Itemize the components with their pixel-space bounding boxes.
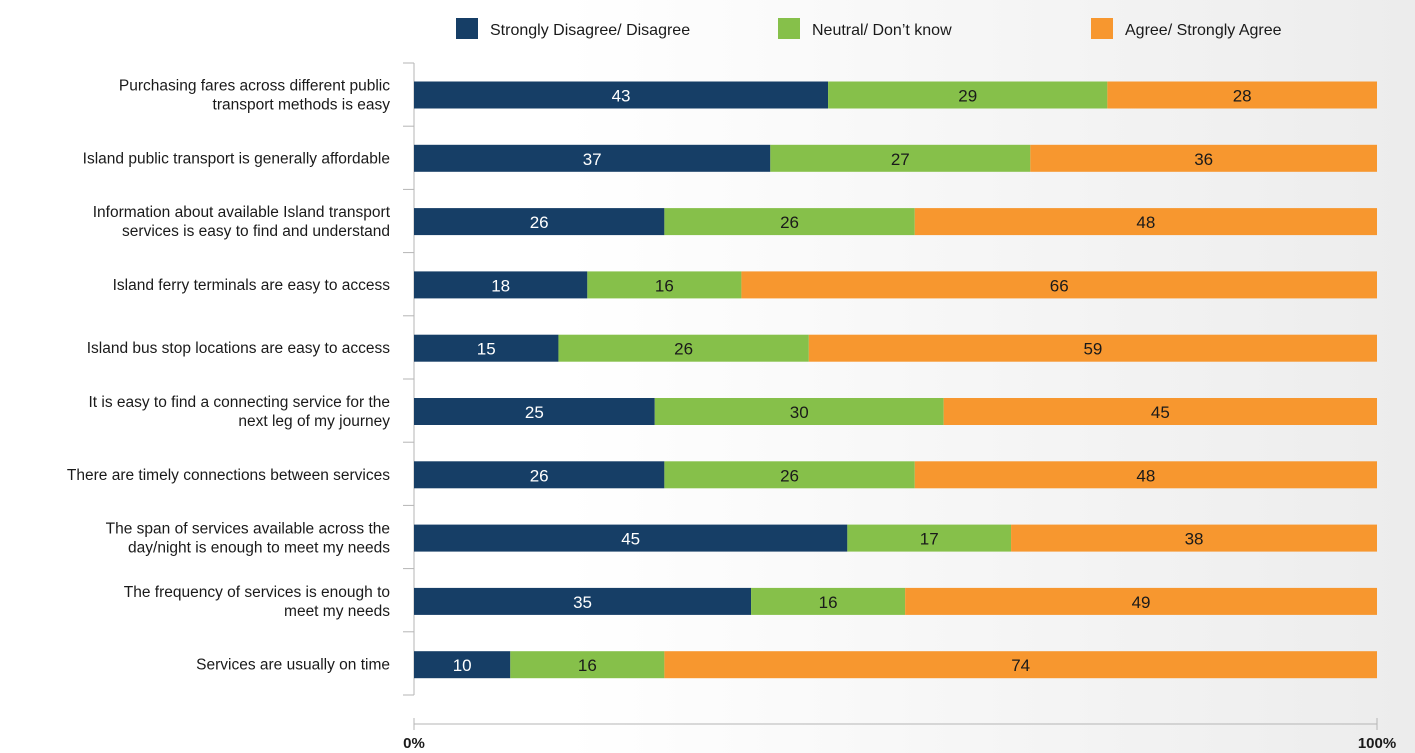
bar-segment [414,587,752,615]
bar-segment [414,81,829,109]
bar-segment [664,461,915,489]
bar-segment [558,334,809,362]
category-label: Information about available Island trans… [93,204,391,240]
bar-segment [828,81,1108,109]
bar-value-label: 10 [453,656,472,675]
bar-value-label: 35 [573,593,592,612]
bar-segment [914,461,1377,489]
bar-segment [587,271,742,299]
legend-swatch-0 [456,18,478,39]
bar-value-label: 37 [583,150,602,169]
bar-value-label: 43 [612,87,631,106]
bars: 43 29 28 37 27 36 26 26 48 18 16 66 15 26 59 25 30 45 26 26… [414,81,1377,679]
bar-segment [1030,144,1377,172]
x-tick-label: 0% [403,735,425,752]
bar-segment [664,651,1377,679]
category-label-line: It is easy to find a connecting service … [88,394,390,411]
category-label: The frequency of services is enough to me… [124,584,390,620]
bar-value-label: 27 [891,150,910,169]
bar-value-label: 30 [790,403,809,422]
bar-value-label: 38 [1185,530,1204,549]
bar-segment [943,398,1377,425]
bar-segment [654,398,944,425]
category-label: Island public transport is generally aff… [83,150,390,167]
bar-value-label: 45 [621,530,640,549]
bar-value-label: 26 [674,340,693,359]
bar-value-label: 49 [1132,593,1151,612]
category-label-line: There are timely connections between ser… [67,467,390,484]
category-label-line: next leg of my journey [238,413,390,430]
bar-value-label: 28 [1233,87,1252,106]
bar-value-label: 16 [655,276,674,295]
legend: Strongly Disagree/ Disagree Neutral/ Don’… [456,18,1282,39]
category-label: There are timely connections between ser… [67,467,390,484]
bar-value-label: 74 [1011,656,1030,675]
bar-value-label: 16 [819,593,838,612]
bar-value-label: 36 [1194,150,1213,169]
category-label: Purchasing fares across different public… [119,78,390,114]
bar-segment [914,208,1377,236]
legend-label-1: Neutral/ Don’t know [812,22,952,39]
bar-segment [414,334,559,362]
legend-label-0: Strongly Disagree/ Disagree [490,22,690,39]
category-label-line: Purchasing fares across different public [119,78,390,95]
bar-segment [510,651,665,679]
bar-segment [664,208,915,236]
bar-value-label: 26 [780,466,799,485]
category-label-line: The frequency of services is enough to [124,584,390,601]
bar-segment [741,271,1377,299]
bar-segment [414,144,771,172]
bar-value-label: 26 [780,213,799,232]
bar-segment [808,334,1377,362]
bar-value-label: 16 [578,656,597,675]
category-label: Island ferry terminals are easy to acces… [113,277,391,294]
bar-value-label: 18 [491,276,510,295]
bar-value-label: 59 [1083,340,1102,359]
bar-value-label: 15 [477,340,496,359]
bar-segment [1011,524,1377,552]
bar-segment [1107,81,1377,109]
category-label: Services are usually on time [196,657,390,674]
category-label-line: day/night is enough to meet my needs [128,540,390,557]
category-label-line: meet my needs [284,603,390,620]
x-tick-label: 100% [1358,735,1396,752]
category-label-line: Island bus stop locations are easy to ac… [87,340,391,357]
bar-segment [414,651,511,679]
category-label: The span of services available across th… [106,521,391,557]
bar-segment [751,587,906,615]
bar-segment [414,208,665,236]
legend-swatch-2 [1091,18,1113,39]
category-label-line: Information about available Island trans… [93,204,391,221]
bar-segment [414,271,588,299]
category-label-line: Island ferry terminals are easy to acces… [113,277,391,294]
bar-segment [905,587,1377,615]
category-label-line: Services are usually on time [196,657,390,674]
bar-segment [847,524,1012,552]
category-labels: Purchasing fares across different public… [67,78,391,674]
category-label: It is easy to find a connecting service … [88,394,390,430]
bar-segment [414,524,848,552]
bar-value-label: 17 [920,530,939,549]
legend-label-2: Agree/ Strongly Agree [1125,22,1282,39]
bar-segment [414,461,665,489]
bar-value-label: 29 [958,87,977,106]
category-label-line: The span of services available across th… [106,521,390,538]
bar-value-label: 26 [530,213,549,232]
category-label: Island bus stop locations are easy to ac… [87,340,391,357]
legend-swatch-1 [778,18,800,39]
bar-segment [414,398,655,425]
bar-value-label: 48 [1136,466,1155,485]
bar-value-label: 48 [1136,213,1155,232]
bar-value-label: 26 [530,466,549,485]
bar-value-label: 66 [1050,276,1069,295]
category-label-line: Island public transport is generally aff… [83,150,390,167]
category-label-line: transport methods is easy [213,97,391,114]
bar-segment [770,144,1031,172]
bar-value-label: 25 [525,403,544,422]
bar-value-label: 45 [1151,403,1170,422]
category-label-line: services is easy to find and understand [122,223,390,240]
